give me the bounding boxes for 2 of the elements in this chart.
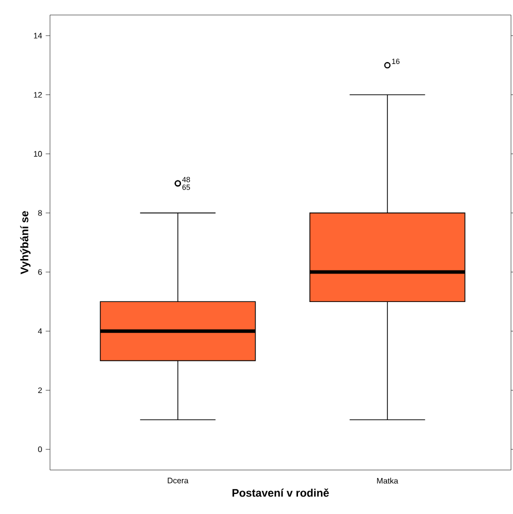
y-axis-title: Vyhýbání se <box>20 211 30 274</box>
x-axis-title: Postavení v rodině <box>232 488 329 497</box>
